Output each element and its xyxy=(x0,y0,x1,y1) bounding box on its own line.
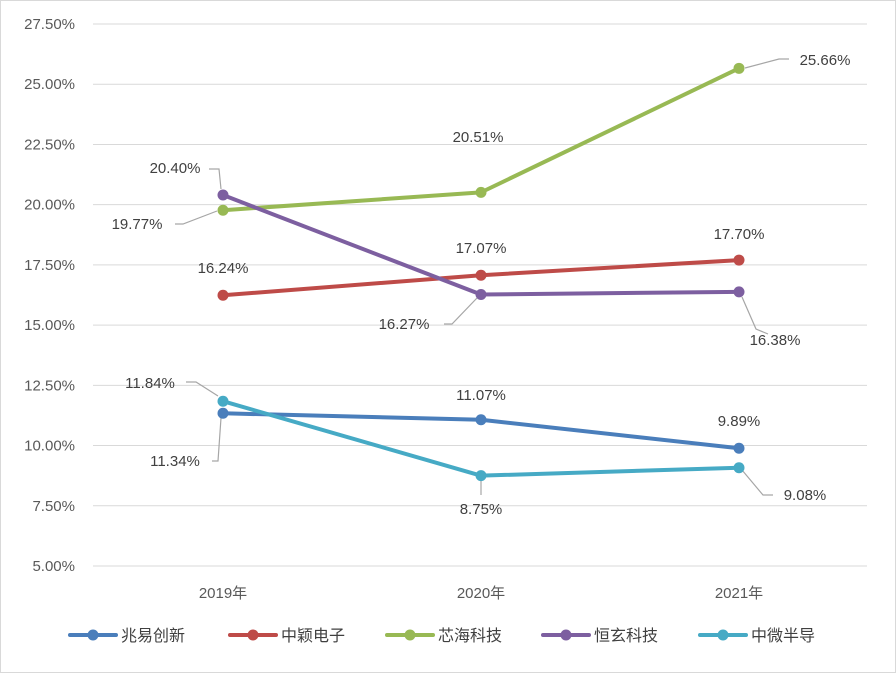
y-tick-label: 25.00% xyxy=(24,76,75,93)
data-point xyxy=(475,470,487,482)
data-label: 17.07% xyxy=(456,240,507,257)
y-tick-label: 22.50% xyxy=(24,136,75,153)
y-tick-label: 5.00% xyxy=(32,558,75,575)
legend-label: 恒玄科技 xyxy=(594,627,658,645)
x-tick-label: 2020年 xyxy=(457,585,505,602)
data-point xyxy=(217,204,229,216)
data-label: 11.07% xyxy=(456,387,506,404)
y-tick-label: 27.50% xyxy=(24,16,75,33)
data-label: 20.40% xyxy=(150,160,201,177)
data-label: 16.38% xyxy=(750,332,801,349)
legend-item: 中颖电子 xyxy=(228,627,345,645)
y-axis-tick-labels: 5.00% 7.50% 10.00% 12.50% 15.00% 17.50% 20.00%… xyxy=(24,16,75,575)
legend-label: 芯海科技 xyxy=(438,627,502,645)
legend-marker xyxy=(404,629,416,641)
data-point xyxy=(733,286,745,298)
leader-line xyxy=(741,296,769,335)
leader-line xyxy=(212,417,222,462)
legend-label: 兆易创新 xyxy=(121,627,185,645)
legend-marker xyxy=(717,629,729,641)
data-point xyxy=(475,414,487,426)
legend-label: 中颖电子 xyxy=(281,627,345,645)
data-label: 19.77% xyxy=(112,216,163,233)
leader-line xyxy=(444,297,478,325)
legend: 兆易创新 中颖电子 芯海科技 恒玄科技 中微半导 xyxy=(68,627,815,645)
x-tick-label: 2019年 xyxy=(199,585,247,602)
data-label: 25.66% xyxy=(800,52,851,69)
leader-line xyxy=(209,168,222,190)
data-label: 16.27% xyxy=(379,316,430,333)
x-axis-tick-labels: 2019年 2020年 2021年 xyxy=(199,585,763,602)
data-label: 9.89% xyxy=(718,413,761,430)
legend-item: 中微半导 xyxy=(698,627,815,645)
y-tick-label: 10.00% xyxy=(24,438,75,455)
legend-marker xyxy=(247,629,259,641)
data-point xyxy=(475,289,487,301)
y-tick-label: 17.50% xyxy=(24,257,75,274)
legend-marker xyxy=(560,629,572,641)
legend-marker xyxy=(87,629,99,641)
leader-line xyxy=(186,381,219,397)
legend-label: 中微半导 xyxy=(751,627,815,645)
data-label: 11.34% xyxy=(150,453,200,470)
leader-line xyxy=(175,210,218,225)
data-label: 9.08% xyxy=(784,487,827,504)
data-label: 11.84% xyxy=(125,375,175,392)
data-point xyxy=(217,407,229,419)
legend-item: 兆易创新 xyxy=(68,627,185,645)
data-point xyxy=(475,186,487,198)
y-tick-label: 7.50% xyxy=(32,498,75,515)
data-label: 8.75% xyxy=(460,501,503,518)
data-label: 20.51% xyxy=(453,129,504,146)
data-label-leader-lines xyxy=(175,58,789,496)
data-point xyxy=(217,189,229,201)
y-tick-label: 20.00% xyxy=(24,197,75,214)
data-point xyxy=(217,395,229,407)
y-tick-label: 12.50% xyxy=(24,377,75,394)
legend-item: 恒玄科技 xyxy=(541,627,658,645)
data-point xyxy=(217,289,229,301)
leader-line xyxy=(741,469,773,496)
y-tick-label: 15.00% xyxy=(24,317,75,334)
data-point xyxy=(733,462,745,474)
legend-item: 芯海科技 xyxy=(385,627,502,645)
series-points xyxy=(217,62,745,482)
data-point xyxy=(733,442,745,454)
data-point xyxy=(475,269,487,281)
data-label: 17.70% xyxy=(714,226,765,243)
data-point xyxy=(733,254,745,266)
data-labels: 11.34% 11.07% 9.89% 16.24% 17.07% 17.70% 19.77… xyxy=(112,52,851,518)
data-label: 16.24% xyxy=(198,260,249,277)
x-tick-label: 2021年 xyxy=(715,585,763,602)
data-point xyxy=(733,62,745,74)
leader-line xyxy=(744,58,789,69)
